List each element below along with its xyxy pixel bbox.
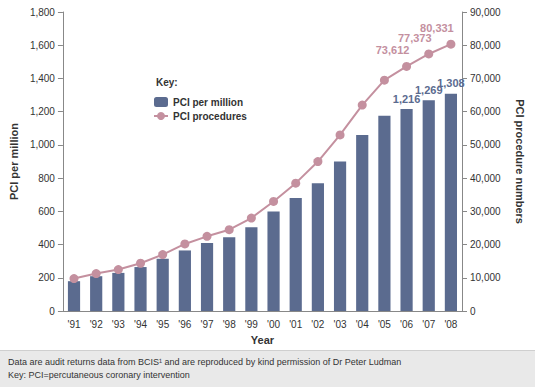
svg-text:1,216: 1,216 xyxy=(392,92,421,105)
svg-text:1,600: 1,600 xyxy=(30,40,55,51)
svg-text:'01: '01 xyxy=(289,319,302,330)
svg-text:'05: '05 xyxy=(378,319,391,330)
svg-text:20,000: 20,000 xyxy=(470,239,501,250)
svg-text:1,200: 1,200 xyxy=(30,106,55,117)
svg-text:'04: '04 xyxy=(356,319,369,330)
svg-text:'96: '96 xyxy=(178,319,191,330)
svg-text:80,331: 80,331 xyxy=(420,22,454,34)
svg-text:'91: '91 xyxy=(67,319,80,330)
svg-text:200: 200 xyxy=(38,272,55,283)
svg-text:10,000: 10,000 xyxy=(470,272,501,283)
svg-text:'94: '94 xyxy=(134,319,147,330)
svg-text:90,000: 90,000 xyxy=(470,7,501,18)
html-text:Key: PCI=percutaneous coronary: Key: PCI=percutaneous coronary intervent… xyxy=(8,370,190,380)
svg-text:80,000: 80,000 xyxy=(470,40,501,51)
svg-text:0: 0 xyxy=(470,306,476,317)
svg-text:40,000: 40,000 xyxy=(470,173,501,184)
svg-text:77,373: 77,373 xyxy=(397,32,432,44)
svg-text:1,800: 1,800 xyxy=(30,7,55,18)
svg-text:'08: '08 xyxy=(444,319,457,330)
svg-text:1,000: 1,000 xyxy=(30,139,55,150)
svg-text:'98: '98 xyxy=(223,319,236,330)
svg-text:Year: Year xyxy=(251,334,275,346)
svg-text:73,612: 73,612 xyxy=(376,44,410,56)
svg-text:'02: '02 xyxy=(311,319,324,330)
svg-text:PCI procedures: PCI procedures xyxy=(173,111,247,122)
svg-text:PCI per million: PCI per million xyxy=(173,97,243,108)
svg-text:PCI procedure numbers: PCI procedure numbers xyxy=(514,99,526,224)
svg-text:800: 800 xyxy=(38,173,55,184)
svg-text:'92: '92 xyxy=(90,319,103,330)
svg-text:1,308: 1,308 xyxy=(437,77,465,89)
svg-text:1,400: 1,400 xyxy=(30,73,55,84)
svg-text:Key:: Key: xyxy=(156,77,178,88)
svg-text:'93: '93 xyxy=(112,319,125,330)
svg-text:'97: '97 xyxy=(201,319,214,330)
svg-text:400: 400 xyxy=(38,239,55,250)
svg-text:1,269: 1,269 xyxy=(415,83,443,96)
svg-text:50,000: 50,000 xyxy=(470,139,501,150)
html-text:Data are audit returns data fr: Data are audit returns data from BCIS¹ a… xyxy=(8,357,402,367)
svg-text:'06: '06 xyxy=(400,319,413,330)
svg-text:0: 0 xyxy=(49,306,55,317)
svg-text:600: 600 xyxy=(38,206,55,217)
svg-text:'00: '00 xyxy=(267,319,280,330)
svg-text:70,000: 70,000 xyxy=(470,73,501,84)
svg-text:60,000: 60,000 xyxy=(470,106,501,117)
svg-text:PCI per million: PCI per million xyxy=(8,123,20,200)
svg-text:'07: '07 xyxy=(422,319,435,330)
svg-text:30,000: 30,000 xyxy=(470,206,501,217)
svg-text:'03: '03 xyxy=(334,319,347,330)
svg-text:'99: '99 xyxy=(245,319,258,330)
svg-text:'95: '95 xyxy=(156,319,169,330)
